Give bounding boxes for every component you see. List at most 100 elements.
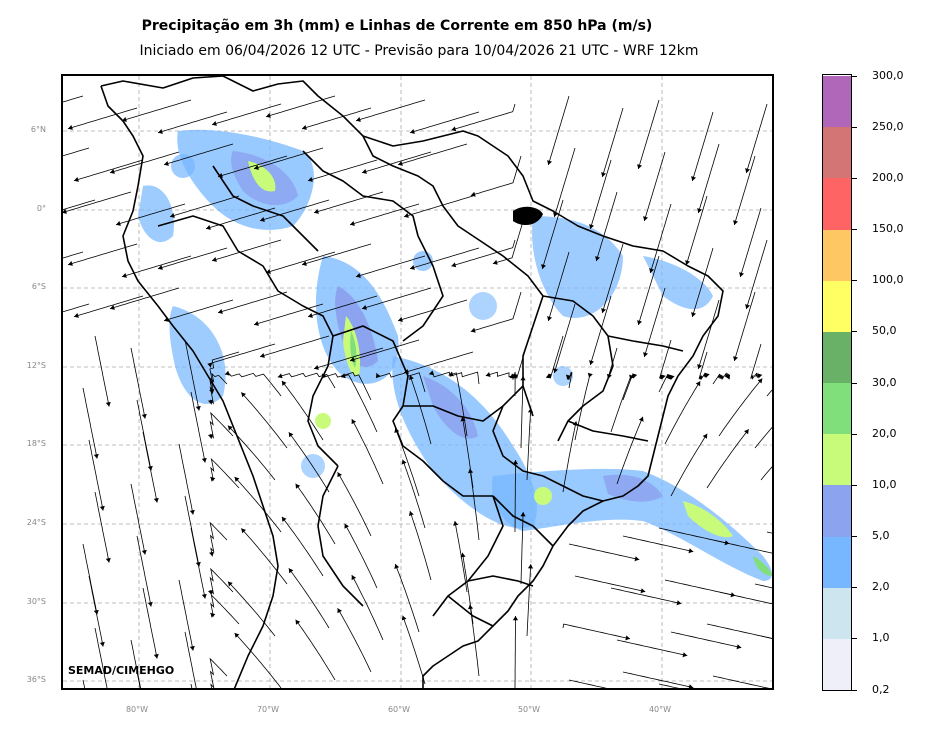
streamline-arrow — [470, 191, 476, 197]
streamline-arrow — [725, 374, 730, 380]
streamline — [265, 251, 336, 274]
streamline-arrow — [408, 375, 414, 380]
streamline-arrow — [201, 593, 207, 599]
streamline — [142, 587, 158, 659]
streamline-arrow — [589, 360, 594, 365]
streamline — [361, 151, 432, 174]
streamline — [595, 191, 618, 262]
colorbar-cell — [823, 75, 851, 128]
streamline-arrow — [337, 472, 342, 478]
streamline — [130, 347, 146, 419]
streamline — [643, 287, 666, 358]
streamline — [210, 457, 240, 489]
streamline — [750, 343, 762, 380]
streamline — [82, 543, 98, 615]
streamlines — [63, 95, 772, 688]
precipitation-layer — [138, 129, 772, 581]
streamline — [568, 543, 640, 560]
streamline — [67, 243, 138, 266]
streamline — [94, 627, 108, 688]
colorbar-label: 250,0 — [872, 119, 904, 133]
streamline — [462, 416, 474, 489]
colorbar-cell — [823, 484, 851, 537]
streamline-arrow — [401, 615, 407, 621]
streamline — [622, 535, 694, 552]
streamline — [541, 199, 564, 270]
streamline — [307, 159, 378, 182]
streamline-arrow — [460, 552, 466, 558]
streamline — [492, 207, 528, 264]
colorbar-tick — [852, 126, 857, 128]
streamline — [691, 111, 714, 182]
colorbar-tick — [852, 433, 857, 435]
streamline — [685, 195, 708, 266]
colorbar-tick — [852, 177, 857, 179]
streamline-arrow — [350, 221, 355, 226]
colorbar-tick — [852, 638, 857, 640]
streamline — [178, 443, 194, 515]
streamline-arrow — [572, 421, 578, 426]
streamline — [670, 433, 708, 497]
streamline — [670, 631, 742, 648]
streamline — [760, 635, 772, 639]
streamline — [547, 95, 570, 166]
streamline-arrow — [141, 549, 147, 555]
streamline-arrow — [451, 126, 457, 132]
streamline-arrow — [116, 221, 121, 226]
streamline — [227, 425, 276, 481]
streamline — [88, 575, 104, 647]
streamline — [288, 432, 330, 493]
streamline — [574, 373, 591, 441]
streamline — [63, 303, 90, 313]
streamline-arrow — [227, 581, 233, 587]
colorbar-label: 10,0 — [872, 477, 897, 491]
streamline-arrow — [702, 433, 708, 439]
streamline-arrow — [697, 208, 702, 213]
streamline — [63, 191, 132, 213]
streamline-arrow — [208, 590, 214, 595]
streamline-arrow — [93, 453, 99, 459]
streamline — [340, 374, 378, 433]
streamline — [184, 631, 197, 688]
streamline-arrow — [757, 378, 763, 384]
streamline-arrow — [212, 121, 217, 126]
streamline-arrow — [141, 413, 147, 419]
streamline — [451, 239, 516, 267]
colorbar-label: 20,0 — [872, 426, 897, 440]
streamline — [190, 391, 206, 463]
streamline — [470, 155, 522, 196]
colorbar-tick — [852, 484, 857, 486]
streamline — [73, 159, 144, 182]
streamline — [313, 347, 384, 370]
streamline-arrow — [601, 308, 606, 313]
streamline — [209, 343, 276, 368]
colorbar-label: 1,0 — [872, 631, 890, 645]
streamline — [402, 459, 426, 529]
map-panel — [61, 74, 774, 690]
streamline — [637, 255, 660, 326]
streamline — [136, 399, 152, 471]
streamline-arrow — [260, 353, 265, 358]
streamline — [209, 411, 234, 439]
streamline — [649, 203, 672, 274]
streamline-arrow — [110, 305, 115, 310]
colorbar-label: 30,0 — [872, 375, 897, 389]
streamline — [622, 671, 694, 688]
streamline — [610, 375, 632, 433]
streamline — [130, 483, 146, 555]
streamline-arrow — [99, 505, 105, 511]
streamline — [240, 392, 288, 449]
streamline — [361, 287, 432, 310]
streamline — [94, 491, 110, 563]
streamline-arrow — [224, 370, 230, 376]
streamline — [259, 335, 330, 358]
lat-label-30s: 30°S — [26, 597, 46, 606]
streamline-arrow — [266, 269, 271, 274]
streamline-arrow — [164, 161, 169, 166]
streamline-arrow — [208, 434, 214, 439]
streamline — [394, 427, 420, 497]
streamline-arrow — [589, 224, 594, 229]
streamline — [355, 255, 426, 278]
credit-label: SEMAD/CIMEHGO — [68, 664, 175, 677]
colorbar-cell — [823, 126, 851, 179]
